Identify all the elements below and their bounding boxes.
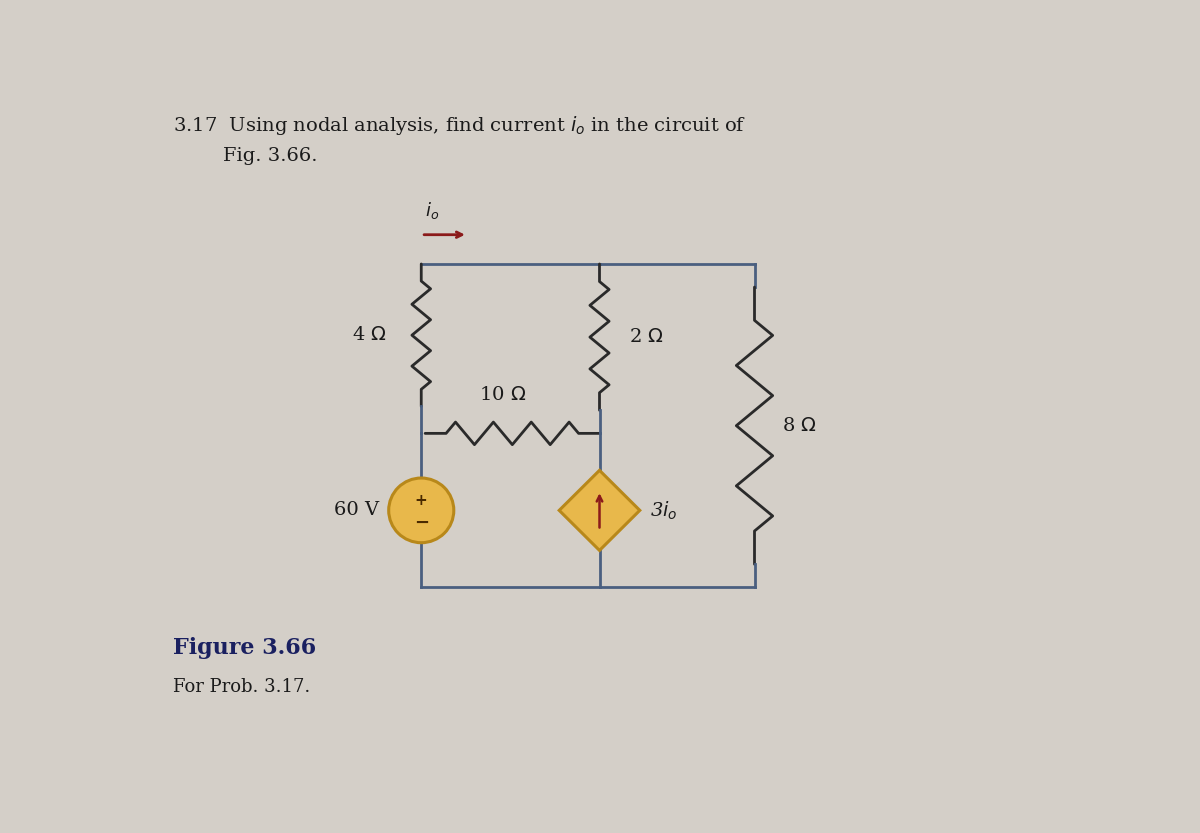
Text: 4 $\Omega$: 4 $\Omega$ [352,327,386,344]
Polygon shape [559,471,640,551]
Text: +: + [415,493,427,508]
Text: Figure 3.66: Figure 3.66 [173,637,317,660]
Text: 8 $\Omega$: 8 $\Omega$ [781,416,816,435]
Text: 60 V: 60 V [334,501,379,519]
Text: Fig. 3.66.: Fig. 3.66. [173,147,318,165]
Text: 3$i_o$: 3$i_o$ [650,499,678,521]
Text: 2 $\Omega$: 2 $\Omega$ [629,328,664,347]
Text: 10 $\Omega$: 10 $\Omega$ [479,387,526,404]
Text: 3.17  Using nodal analysis, find current $i_o$ in the circuit of: 3.17 Using nodal analysis, find current … [173,114,746,137]
Text: For Prob. 3.17.: For Prob. 3.17. [173,678,311,696]
Text: −: − [414,514,428,531]
Text: $i_o$: $i_o$ [425,200,439,221]
Circle shape [389,478,454,543]
